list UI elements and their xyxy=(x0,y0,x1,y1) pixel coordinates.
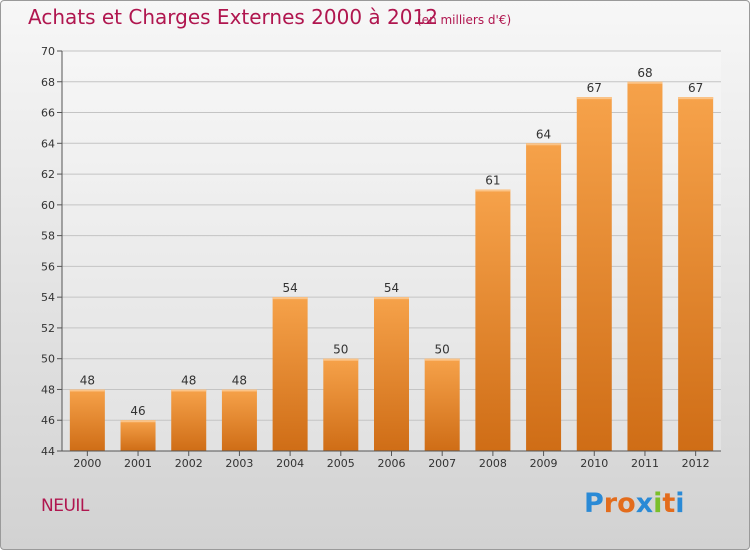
bar-top-highlight xyxy=(627,81,663,84)
data-label: 67 xyxy=(587,81,602,95)
logo-letter: P xyxy=(584,488,604,519)
bar xyxy=(627,81,663,452)
data-label: 61 xyxy=(485,173,500,187)
bar-top-highlight xyxy=(526,143,562,146)
proxiti-logo: Proxiti xyxy=(584,488,685,522)
data-label: 48 xyxy=(181,373,196,387)
bar-top-highlight xyxy=(120,420,156,423)
bar xyxy=(323,358,359,451)
bar xyxy=(475,189,511,451)
bar-top-highlight xyxy=(475,189,511,192)
x-tick-label: 2011 xyxy=(631,457,659,470)
bar-top-highlight xyxy=(272,297,308,300)
bar-top-highlight xyxy=(576,97,612,100)
bar-top-highlight xyxy=(171,389,207,392)
bar xyxy=(221,389,257,451)
data-label: 50 xyxy=(435,343,450,357)
logo-letter: r xyxy=(603,488,618,519)
y-tick-label: 68 xyxy=(41,76,55,89)
bar-top-highlight xyxy=(374,297,409,300)
bar xyxy=(69,389,105,451)
x-tick-label: 2006 xyxy=(378,457,406,470)
y-tick-label: 58 xyxy=(41,230,55,243)
data-label: 68 xyxy=(637,66,652,80)
data-label: 54 xyxy=(282,281,297,295)
bar xyxy=(374,297,409,451)
bar-top-highlight xyxy=(69,389,105,392)
bar xyxy=(424,358,460,451)
x-tick-label: 2009 xyxy=(530,457,558,470)
chart-title: Achats et Charges Externes 2000 à 2012 xyxy=(28,5,438,29)
logo-letter: i xyxy=(675,488,685,519)
bar xyxy=(120,420,156,451)
chart-subtitle: (en milliers d'€) xyxy=(417,13,512,27)
y-tick-label: 44 xyxy=(41,445,55,458)
y-tick-label: 46 xyxy=(41,414,55,427)
bar-top-highlight xyxy=(323,358,359,361)
y-tick-label: 56 xyxy=(41,260,55,273)
data-label: 46 xyxy=(130,404,145,418)
y-tick-label: 64 xyxy=(41,137,55,150)
y-tick-label: 70 xyxy=(41,45,55,58)
data-label: 48 xyxy=(80,373,95,387)
bar-top-highlight xyxy=(221,389,257,392)
data-label: 64 xyxy=(536,127,551,141)
x-tick-label: 2000 xyxy=(73,457,101,470)
x-tick-label: 2007 xyxy=(428,457,456,470)
x-tick-label: 2010 xyxy=(580,457,608,470)
y-tick-label: 48 xyxy=(41,383,55,396)
bar xyxy=(526,143,562,452)
y-tick-label: 60 xyxy=(41,199,55,212)
x-tick-label: 2012 xyxy=(682,457,710,470)
x-tick-label: 2005 xyxy=(327,457,355,470)
bar-top-highlight xyxy=(424,358,460,361)
bar xyxy=(171,389,207,451)
x-tick-label: 2002 xyxy=(175,457,203,470)
logo-letter: x xyxy=(635,488,654,519)
y-tick-label: 66 xyxy=(41,107,55,120)
bar-top-highlight xyxy=(678,97,714,100)
data-label: 54 xyxy=(384,281,399,295)
logo-letter: o xyxy=(617,488,636,519)
x-tick-label: 2004 xyxy=(276,457,304,470)
data-label: 48 xyxy=(232,373,247,387)
y-tick-label: 62 xyxy=(41,168,55,181)
x-tick-label: 2008 xyxy=(479,457,507,470)
logo-letter: t xyxy=(662,488,676,519)
data-label: 50 xyxy=(333,343,348,357)
data-label: 67 xyxy=(688,81,703,95)
y-tick-label: 52 xyxy=(41,322,55,335)
x-tick-label: 2003 xyxy=(225,457,253,470)
bar xyxy=(272,297,308,451)
bar xyxy=(678,97,714,452)
bar xyxy=(576,97,612,452)
commune-name: NEUIL xyxy=(41,496,89,516)
x-tick-label: 2001 xyxy=(124,457,152,470)
logo-letter: i xyxy=(653,488,663,519)
y-tick-label: 50 xyxy=(41,353,55,366)
y-tick-label: 54 xyxy=(41,291,55,304)
